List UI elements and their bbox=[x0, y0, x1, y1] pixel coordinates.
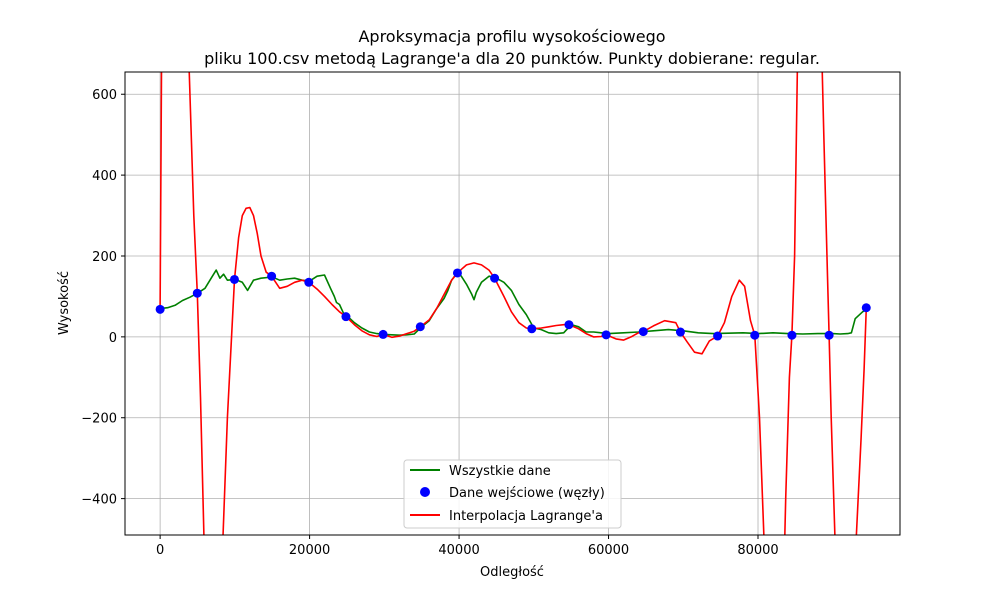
node-point bbox=[490, 273, 500, 283]
grid bbox=[125, 72, 900, 535]
y-axis-label: Wysokość bbox=[57, 271, 72, 335]
node-point bbox=[527, 324, 537, 334]
node-point bbox=[713, 331, 723, 341]
node-point bbox=[675, 327, 685, 337]
node-point bbox=[341, 312, 351, 322]
legend-label-nodes: Dane wejściowe (węzły) bbox=[449, 486, 605, 501]
x-tick-label: 20000 bbox=[289, 543, 330, 558]
legend-marker-nodes bbox=[420, 487, 430, 497]
ticks: 0 20000 40000 60000 80000 −400 −200 0 200 400 600 bbox=[81, 88, 778, 558]
plot-frame bbox=[124, 71, 901, 536]
y-tick-label: 0 bbox=[109, 331, 117, 346]
series-layer bbox=[155, 72, 871, 535]
y-tick-label: 600 bbox=[92, 88, 117, 103]
y-tick-label: −200 bbox=[81, 412, 117, 427]
node-point bbox=[415, 322, 425, 332]
node-point bbox=[267, 271, 277, 281]
y-tick-label: 400 bbox=[92, 169, 117, 184]
node-point bbox=[824, 330, 834, 340]
y-tick-label: 200 bbox=[92, 250, 117, 265]
node-point bbox=[304, 277, 314, 287]
plot-background bbox=[125, 72, 900, 535]
x-tick-label: 40000 bbox=[438, 543, 479, 558]
series-line-lagrange bbox=[159, 72, 868, 535]
chart-title-line-1: Aproksymacja profilu wysokościowego bbox=[358, 27, 665, 46]
chart-title-line-2: pliku 100.csv metodą Lagrange'a dla 20 p… bbox=[204, 49, 820, 68]
y-tick-label: −400 bbox=[81, 493, 117, 508]
node-point bbox=[861, 303, 871, 313]
node-point bbox=[787, 330, 797, 340]
x-tick-label: 0 bbox=[156, 543, 164, 558]
node-point bbox=[229, 274, 239, 284]
node-point bbox=[750, 330, 760, 340]
node-point bbox=[378, 329, 388, 339]
node-point bbox=[192, 288, 202, 298]
node-point bbox=[564, 320, 574, 330]
node-point bbox=[638, 327, 648, 337]
legend-box bbox=[403, 459, 622, 529]
legend-label-data: Wszystkie dane bbox=[449, 464, 551, 479]
node-point bbox=[155, 304, 165, 314]
x-tick-label: 80000 bbox=[737, 543, 778, 558]
x-axis-label: Odległość bbox=[480, 565, 544, 580]
legend: Wszystkie dane Dane wejściowe (węzły) In… bbox=[403, 459, 622, 529]
node-point bbox=[601, 330, 611, 340]
legend-label-interp: Interpolacja Lagrange'a bbox=[449, 509, 603, 524]
node-point bbox=[452, 268, 462, 278]
x-tick-label: 60000 bbox=[588, 543, 629, 558]
